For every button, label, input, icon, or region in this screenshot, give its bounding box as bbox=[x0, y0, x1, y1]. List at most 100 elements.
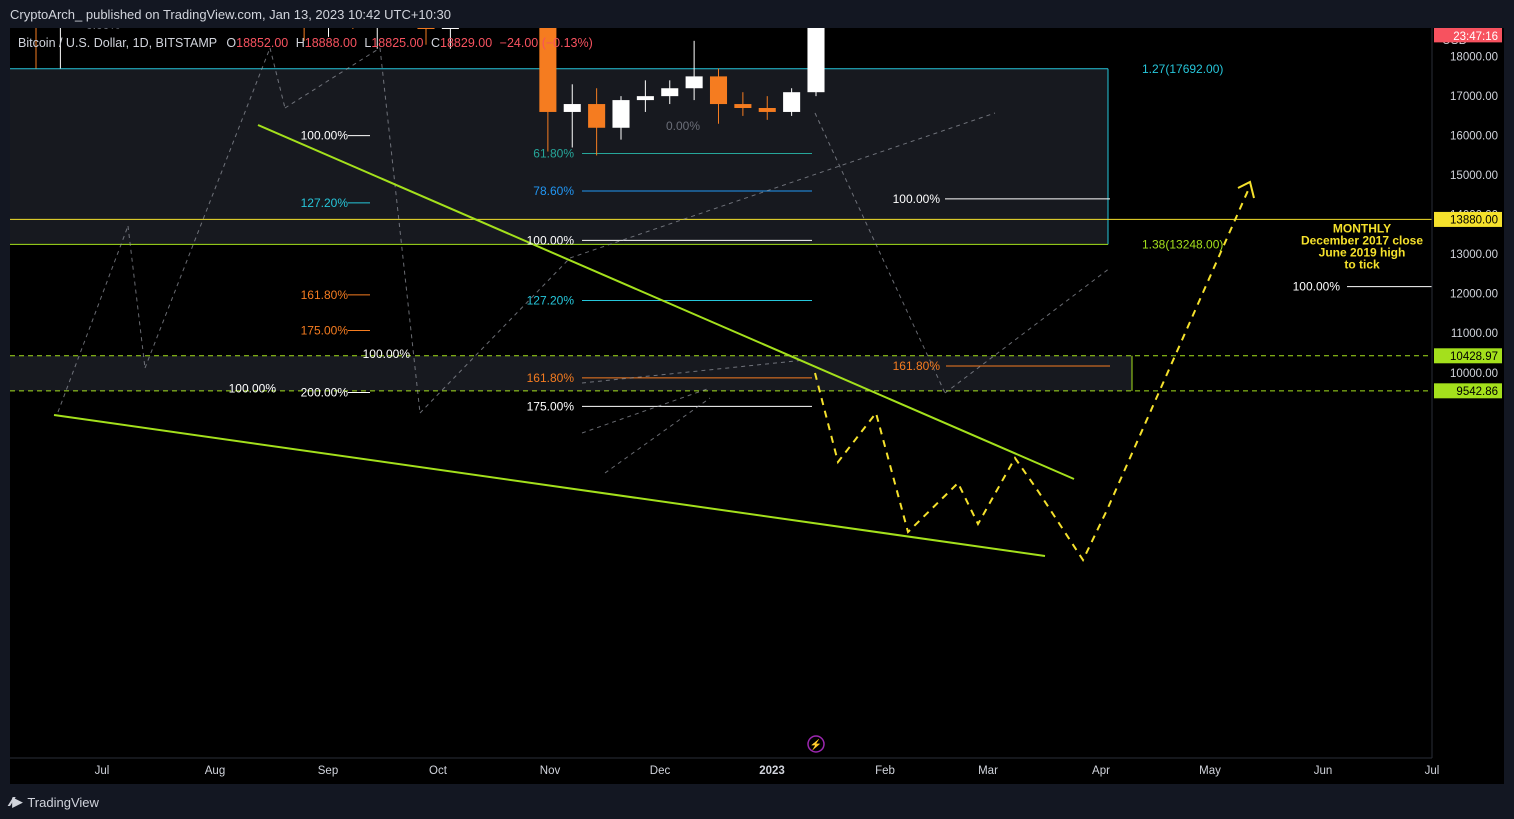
price-tick-label: 11000.00 bbox=[1451, 328, 1498, 340]
fib-connector bbox=[944, 267, 1111, 394]
fib-label: 161.80% bbox=[527, 371, 575, 385]
fib-label: 161.80% bbox=[301, 288, 349, 302]
fib-label: 0.00% bbox=[666, 119, 700, 133]
time-tick-label: Nov bbox=[540, 765, 561, 777]
candle-body bbox=[612, 100, 630, 128]
monthly-note: December 2017 close bbox=[1301, 233, 1423, 247]
event-icon bbox=[807, 735, 825, 753]
candle-body bbox=[441, 28, 459, 29]
time-axis bbox=[10, 758, 1504, 784]
time-tick-label: Dec bbox=[650, 765, 671, 777]
fib-connector bbox=[284, 47, 381, 109]
wedge-upper-trendline bbox=[257, 124, 1075, 480]
candle-body bbox=[563, 104, 581, 112]
legend-open: 18852.00 bbox=[236, 36, 288, 50]
candle-body bbox=[783, 92, 801, 112]
lower-zone bbox=[10, 355, 1132, 391]
time-tick-label: Jun bbox=[1314, 765, 1333, 777]
candle-body bbox=[734, 104, 752, 108]
price-tag bbox=[1434, 383, 1502, 399]
fib-label: 100.00% bbox=[363, 347, 411, 361]
price-tag-label: 10428.97 bbox=[1450, 351, 1498, 363]
wedge-lower-trendline bbox=[53, 414, 1046, 557]
legend-close: 18829.00 bbox=[440, 36, 492, 50]
candle-body bbox=[636, 96, 654, 101]
candle-body bbox=[588, 104, 606, 128]
candle-body bbox=[661, 88, 679, 97]
price-chart[interactable]: 127.20%100.00%0.00%0.00%0.00%0.00%0.00%1… bbox=[10, 28, 1504, 784]
price-tag-label: 18829.00 bbox=[1450, 28, 1498, 31]
price-tag-countdown: 23:47:16 bbox=[1453, 31, 1498, 43]
fib-connector bbox=[57, 225, 129, 413]
time-tick-label: Sep bbox=[318, 765, 338, 777]
legend-low: 18825.00 bbox=[371, 36, 423, 50]
price-tag bbox=[1434, 28, 1502, 43]
candle-body bbox=[539, 28, 557, 112]
price-tick-label: 12000.00 bbox=[1450, 289, 1498, 301]
time-tick-label: Oct bbox=[429, 765, 448, 777]
fib-label: 200.00% bbox=[301, 386, 349, 400]
time-tick-label: Jul bbox=[95, 765, 110, 777]
price-tick-label: 10000.00 bbox=[1450, 368, 1498, 380]
time-tick-label: 2023 bbox=[759, 765, 785, 777]
tradingview-logo-icon: ⁄⁄▶ bbox=[10, 794, 22, 809]
fib-label: 127.20% bbox=[527, 293, 575, 307]
legend-change: −24.00 (−0.13%) bbox=[500, 36, 593, 50]
candle-body bbox=[685, 76, 703, 89]
legend-high: 18888.00 bbox=[305, 36, 357, 50]
upper-zone bbox=[10, 68, 1108, 245]
fib-label: 100.00% bbox=[301, 129, 349, 143]
fib-label: 175.00% bbox=[527, 399, 575, 413]
candle-body bbox=[709, 76, 728, 105]
time-tick-label: Apr bbox=[1092, 765, 1110, 777]
price-tick-label: 13000.00 bbox=[1450, 249, 1498, 261]
price-tick-label: 18000.00 bbox=[1450, 52, 1498, 64]
fib-connector bbox=[379, 47, 421, 414]
candle-body bbox=[807, 28, 825, 93]
publish-info: CryptoArch_ published on TradingView.com… bbox=[10, 7, 451, 22]
fib-label: 61.80% bbox=[533, 146, 574, 160]
fib-label: 78.60% bbox=[533, 184, 574, 198]
legend-symbol-name: Bitcoin / U.S. Dollar, 1D, BITSTAMP bbox=[18, 36, 217, 50]
projection-arrowhead bbox=[1237, 180, 1255, 199]
fib-label: 175.00% bbox=[301, 323, 349, 337]
fib-label: 100.00% bbox=[1293, 280, 1341, 294]
fib-connector bbox=[814, 112, 946, 394]
monthly-note: MONTHLY bbox=[1333, 221, 1391, 235]
footer-brand: TradingView bbox=[27, 794, 99, 810]
monthly-note: June 2019 high bbox=[1319, 245, 1406, 259]
fib-label: 100.00% bbox=[229, 382, 277, 396]
projection-path bbox=[814, 185, 1251, 563]
price-tag bbox=[1434, 211, 1502, 227]
fib-connector bbox=[419, 257, 571, 414]
time-tick-label: Mar bbox=[978, 765, 998, 777]
legend-open-label: O bbox=[226, 36, 236, 50]
legend-symbol: Bitcoin / U.S. Dollar, 1D, BITSTAMP O188… bbox=[18, 36, 593, 50]
price-tag-label: 9542.86 bbox=[1456, 386, 1498, 398]
fib-connector bbox=[144, 47, 271, 369]
legend-close-label: C bbox=[431, 36, 440, 50]
price-tag-label: 13880.00 bbox=[1450, 214, 1498, 226]
price-axis bbox=[1432, 28, 1504, 784]
price-tick-label: 16000.00 bbox=[1450, 131, 1498, 143]
candle-body bbox=[417, 28, 435, 29]
price-tick-label: 15000.00 bbox=[1450, 170, 1498, 182]
legend-high-label: H bbox=[296, 36, 305, 50]
legend-low-label: L bbox=[364, 36, 371, 50]
price-tick-label: 17000.00 bbox=[1450, 91, 1498, 103]
fib-connector bbox=[581, 387, 711, 434]
fib-label: 0.00% bbox=[86, 28, 120, 32]
price-tag bbox=[1434, 348, 1502, 364]
footer: ⁄⁄▶ TradingView bbox=[10, 794, 99, 810]
fib-label: 100.00% bbox=[893, 192, 941, 206]
time-tick-label: Feb bbox=[875, 765, 895, 777]
fib-connector bbox=[127, 225, 146, 369]
fib-connector bbox=[569, 112, 996, 259]
chart-area[interactable]: 127.20%100.00%0.00%0.00%0.00%0.00%0.00%1… bbox=[10, 28, 1504, 784]
fib-connector bbox=[269, 47, 286, 109]
event-icon-glyph: ⚡ bbox=[810, 738, 822, 751]
time-tick-label: Aug bbox=[205, 765, 225, 777]
level-label: 1.27(17692.00) bbox=[1142, 62, 1223, 76]
time-tick-label: May bbox=[1199, 765, 1221, 777]
fib-label: 127.20% bbox=[301, 196, 349, 210]
